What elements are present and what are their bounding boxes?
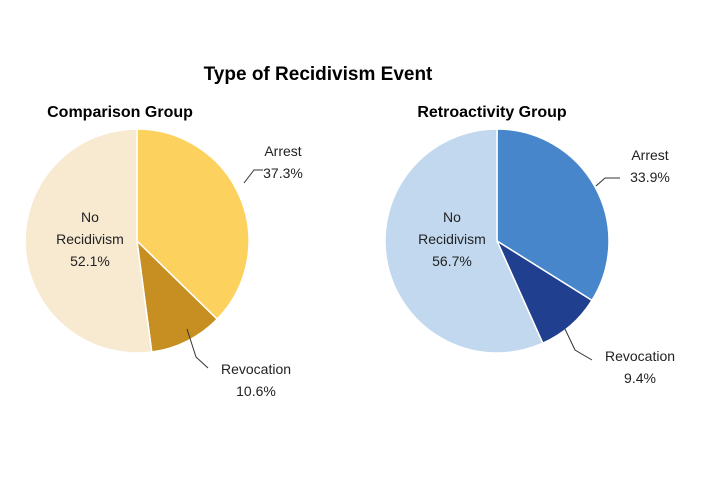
retroactivity-group-value-revocation: 9.4% <box>624 370 656 386</box>
retroactivity-group-label-no-recidivism: No <box>443 209 461 225</box>
retroactivity-group-leader-line-revocation <box>564 328 593 361</box>
retroactivity-group-leader-line-arrest <box>595 177 620 187</box>
comparison-group-slice-revocation <box>135 238 219 353</box>
retroactivity-group-slice-arrest <box>496 128 610 302</box>
comparison-group-label-no-recidivism: No <box>81 209 99 225</box>
comparison-group-value-arrest: 37.3% <box>263 165 303 181</box>
comparison-group-leader-line-arrest <box>243 169 263 184</box>
retroactivity-group-label-arrest: Arrest <box>631 147 668 163</box>
comparison-group-leader-line-revocation <box>186 328 209 369</box>
comparison-group-value-no-recidivism: 52.1% <box>70 253 110 269</box>
chart-title: Type of Recidivism Event <box>204 64 433 85</box>
retroactivity-group-slice-no-recidivism <box>384 128 544 354</box>
comparison-group-slice-no-recidivism <box>24 128 153 354</box>
comparison-group-label-no-recidivism: Recidivism <box>56 231 124 247</box>
retroactivity-group-value-arrest: 33.9% <box>630 169 670 185</box>
retroactivity-group-label-no-recidivism: Recidivism <box>418 231 486 247</box>
retroactivity-group-label-revocation: Revocation <box>605 348 675 364</box>
comparison-group-label-revocation: Revocation <box>221 361 291 377</box>
comparison-group-value-revocation: 10.6% <box>236 383 276 399</box>
comparison-group-label-arrest: Arrest <box>264 143 301 159</box>
comparison-group-title: Comparison Group <box>47 104 193 121</box>
comparison-group-slice-arrest <box>136 128 250 321</box>
retroactivity-group-title: Retroactivity Group <box>417 104 567 121</box>
retroactivity-group-value-no-recidivism: 56.7% <box>432 253 472 269</box>
